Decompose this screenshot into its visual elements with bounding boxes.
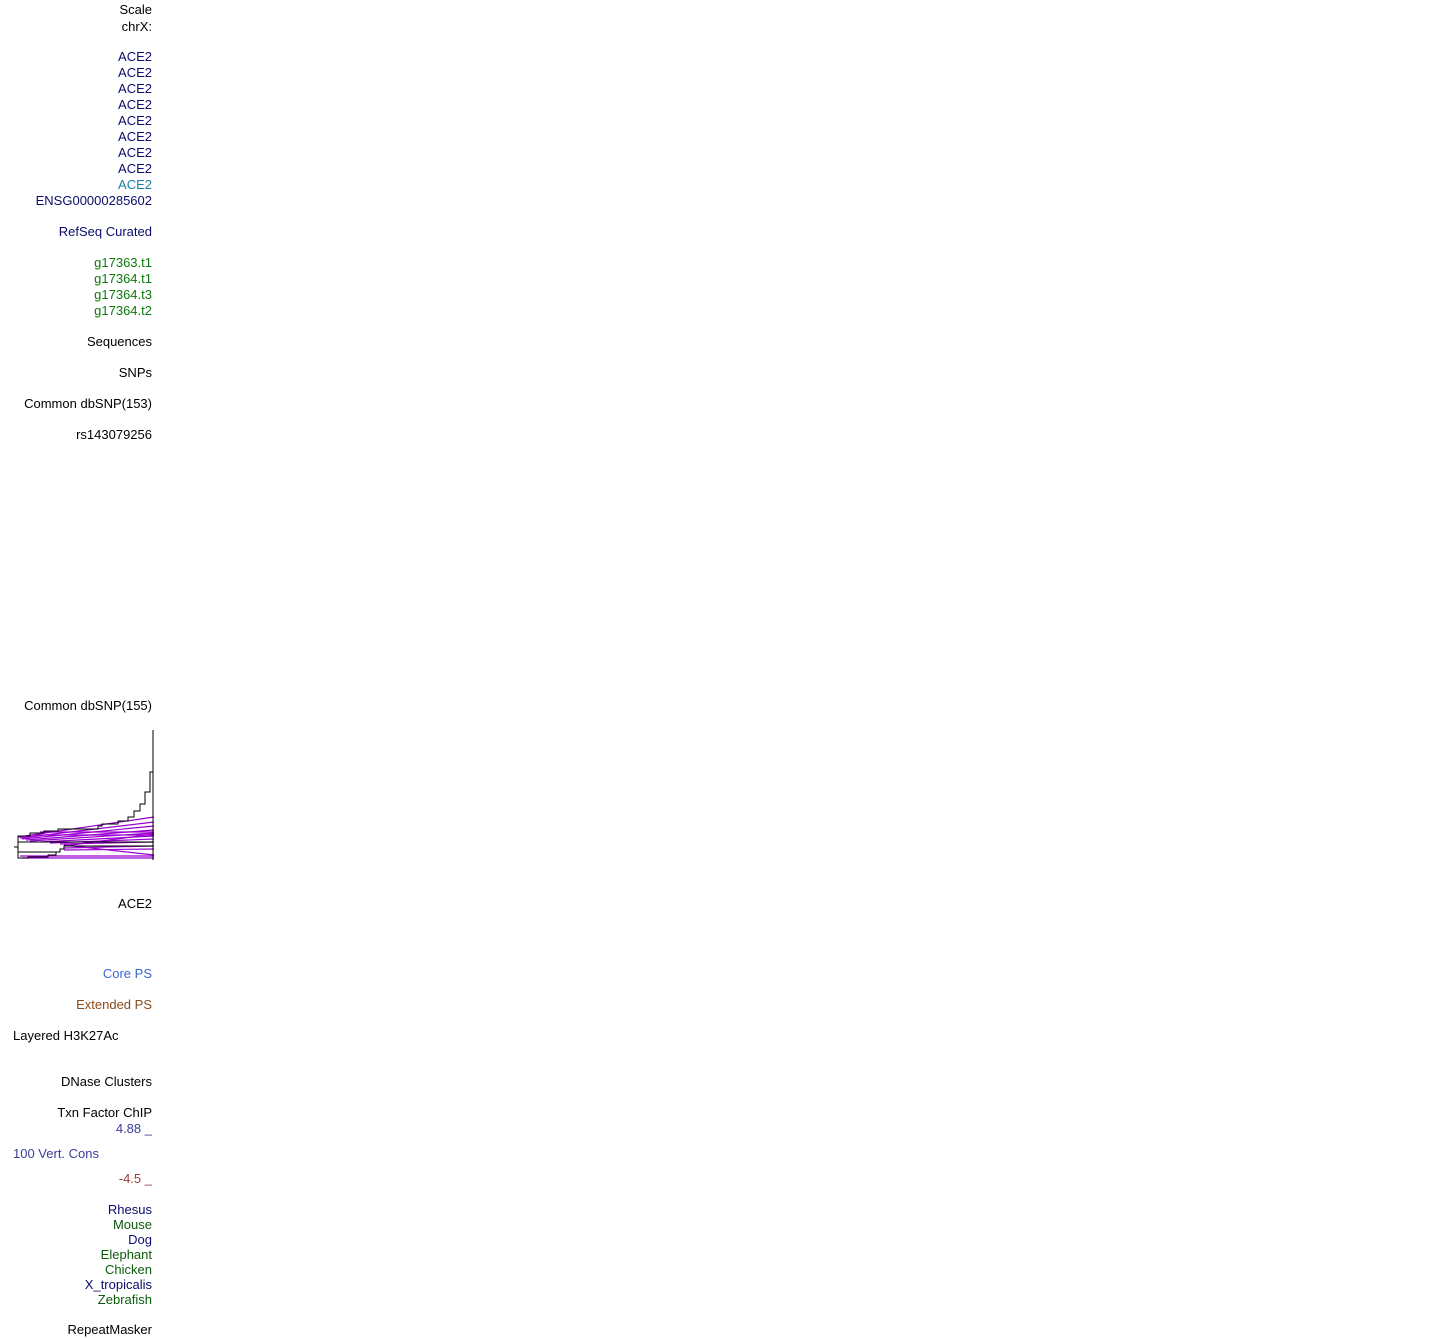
track-label: ACE2 — [118, 145, 152, 160]
track-label: Mouse — [112, 1217, 152, 1232]
track-label: Layered H3K27Ac — [13, 1028, 119, 1043]
track-label: ACE2 — [118, 161, 152, 176]
track-label: Chicken — [105, 1262, 152, 1277]
track-label: ACE2 — [118, 97, 152, 112]
track-label: g17363.t1 — [94, 255, 152, 270]
track-label: ACE2 — [118, 113, 152, 128]
track-label: Common dbSNP(155) — [24, 698, 152, 713]
track-label: ACE2 — [118, 81, 152, 96]
track-label: Extended PS — [76, 997, 152, 1012]
track-label: Rhesus — [107, 1202, 152, 1217]
track-label: X_tropicalis — [84, 1277, 152, 1292]
track-label: g17364.t1 — [94, 271, 152, 286]
tree — [14, 730, 154, 860]
track-label: ACE2 — [118, 129, 152, 144]
track-label: Elephant — [100, 1247, 152, 1262]
track-label: ACE2 — [118, 49, 152, 64]
track-label: ACE2 — [118, 896, 152, 911]
track-label: SNPs — [118, 365, 152, 380]
track-label: Txn Factor ChIP — [57, 1105, 152, 1120]
haplotype-lines — [17, 816, 155, 859]
track-label: -4.5 _ — [118, 1171, 152, 1186]
track-label: chrX: — [121, 19, 152, 34]
track-label: Sequences — [86, 334, 152, 349]
track-label: ACE2 — [118, 65, 152, 80]
track-label: RefSeq Curated — [58, 224, 152, 239]
track-label: rs143079256 — [76, 427, 152, 442]
track-label: Dog — [128, 1232, 152, 1247]
track-label: Scale — [119, 2, 152, 17]
track-label: DNase Clusters — [60, 1074, 152, 1089]
track-label: RepeatMasker — [67, 1322, 152, 1337]
dendrogram — [14, 730, 155, 860]
track-label: g17364.t2 — [94, 303, 152, 318]
track-label: g17364.t3 — [94, 287, 152, 302]
track-label: ENSG00000285602 — [35, 193, 152, 208]
track-label: Core PS — [102, 966, 152, 981]
track-label: 100 Vert. Cons — [13, 1146, 99, 1161]
track-label: ACE2 — [118, 177, 152, 192]
track-label: 4.88 _ — [115, 1121, 152, 1136]
track-label: Common dbSNP(153) — [24, 396, 152, 411]
track-label: Zebrafish — [97, 1292, 152, 1307]
